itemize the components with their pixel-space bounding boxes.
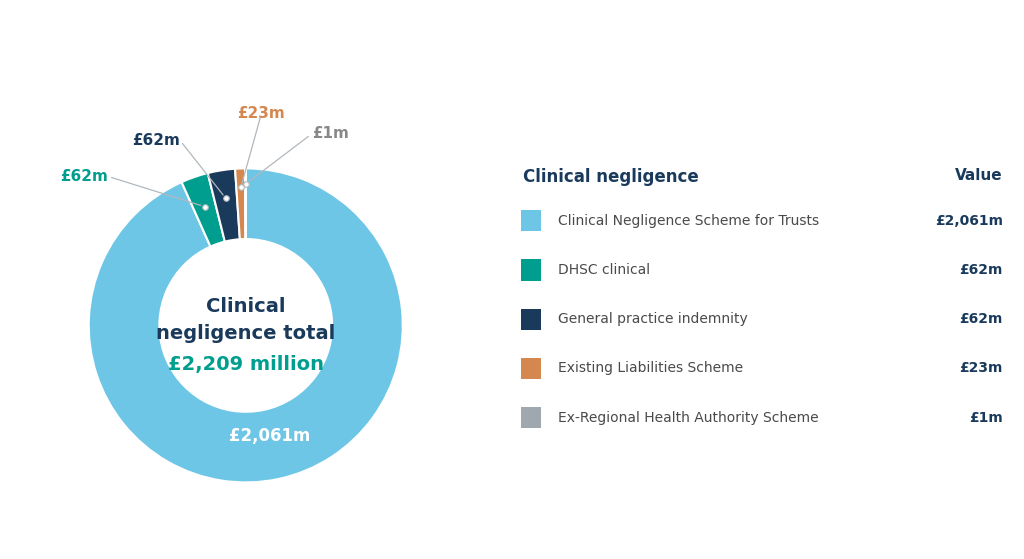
Text: £1m: £1m <box>969 410 1002 425</box>
Text: £23m: £23m <box>959 361 1002 376</box>
Text: £2,061m: £2,061m <box>935 214 1002 228</box>
Bar <box>521 259 541 281</box>
Text: negligence total: negligence total <box>156 324 336 343</box>
Text: £62m: £62m <box>959 312 1002 326</box>
Text: £1m: £1m <box>311 126 348 141</box>
Text: £62m: £62m <box>132 132 180 148</box>
Bar <box>521 309 541 330</box>
Text: £23m: £23m <box>238 106 286 121</box>
Text: Clinical negligence: Clinical negligence <box>523 168 699 186</box>
Text: £62m: £62m <box>59 169 108 184</box>
Text: Clinical Negligence Scheme for Trusts: Clinical Negligence Scheme for Trusts <box>558 214 819 228</box>
Text: Existing Liabilities Scheme: Existing Liabilities Scheme <box>558 361 743 376</box>
Bar <box>521 407 541 428</box>
Text: £2,061m: £2,061m <box>228 427 310 445</box>
Text: Clinical: Clinical <box>206 297 286 316</box>
Text: DHSC clinical: DHSC clinical <box>558 263 650 277</box>
Wedge shape <box>236 168 246 239</box>
Wedge shape <box>208 169 240 241</box>
Text: General practice indemnity: General practice indemnity <box>558 312 748 326</box>
Text: £2,209 million: £2,209 million <box>168 355 324 374</box>
Text: £62m: £62m <box>959 263 1002 277</box>
Wedge shape <box>181 173 225 247</box>
Wedge shape <box>89 168 402 482</box>
Bar <box>521 358 541 379</box>
Bar <box>521 210 541 231</box>
Text: Ex-Regional Health Authority Scheme: Ex-Regional Health Authority Scheme <box>558 410 819 425</box>
Text: Value: Value <box>955 168 1002 183</box>
